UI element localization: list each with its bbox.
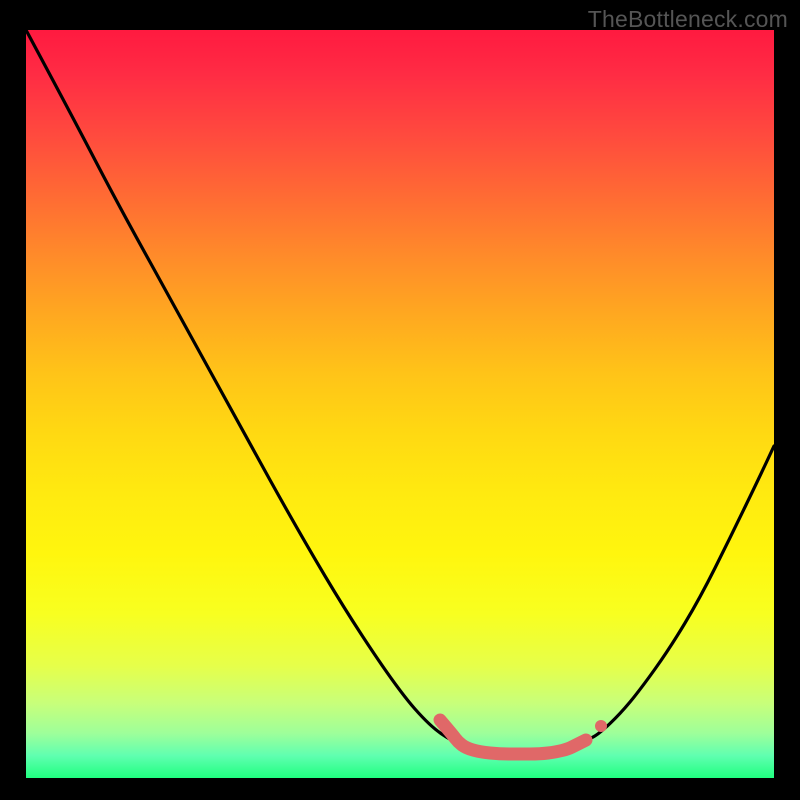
disjoint-region-marker-dot	[595, 720, 607, 732]
bottleneck-curve-chart	[0, 0, 800, 800]
chart-background	[26, 30, 774, 778]
chart-frame: TheBottleneck.com	[0, 0, 800, 800]
watermark-label: TheBottleneck.com	[588, 6, 788, 33]
